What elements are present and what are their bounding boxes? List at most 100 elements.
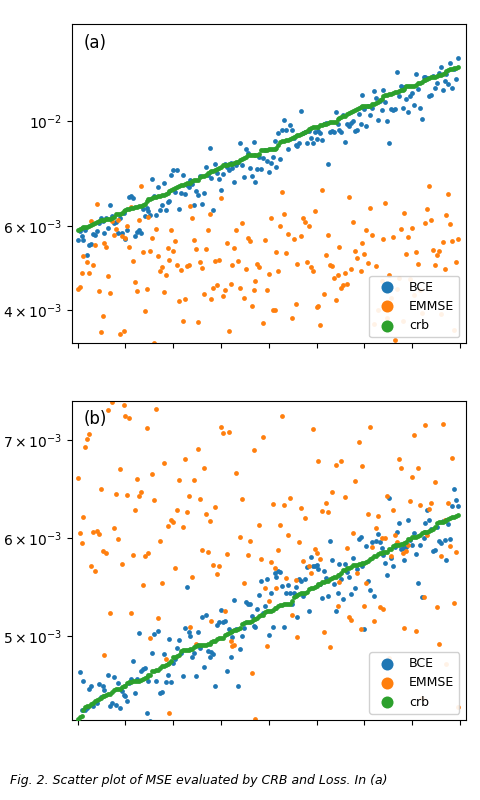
BCE xyxy=(387,102,395,115)
EMMSE xyxy=(336,576,343,589)
EMMSE xyxy=(187,621,194,634)
EMMSE xyxy=(273,245,280,258)
EMMSE xyxy=(123,489,131,502)
crb xyxy=(114,208,122,221)
BCE xyxy=(431,82,439,94)
BCE xyxy=(82,703,89,716)
crb xyxy=(280,134,288,147)
EMMSE xyxy=(359,460,366,473)
crb xyxy=(217,161,225,174)
EMMSE xyxy=(399,314,407,327)
crb xyxy=(359,557,366,570)
EMMSE xyxy=(210,282,217,295)
crb xyxy=(320,575,328,588)
crb xyxy=(196,639,204,652)
BCE xyxy=(397,543,405,556)
crb xyxy=(412,79,420,92)
BCE xyxy=(216,615,223,628)
BCE xyxy=(263,154,271,167)
EMMSE xyxy=(171,234,179,247)
crb xyxy=(271,142,278,155)
EMMSE xyxy=(112,223,120,236)
crb xyxy=(192,174,200,186)
BCE xyxy=(200,661,208,674)
BCE xyxy=(405,514,412,526)
crb xyxy=(374,548,382,561)
EMMSE xyxy=(263,283,271,296)
BCE xyxy=(80,233,87,246)
crb xyxy=(330,116,337,129)
BCE xyxy=(196,642,204,654)
EMMSE xyxy=(420,345,427,358)
crb xyxy=(76,710,84,723)
crb xyxy=(261,606,269,618)
crb xyxy=(341,110,349,122)
BCE xyxy=(162,676,169,689)
crb xyxy=(189,174,196,187)
BCE xyxy=(298,575,305,588)
BCE xyxy=(429,545,437,558)
BCE xyxy=(412,67,420,80)
EMMSE xyxy=(80,510,87,523)
EMMSE xyxy=(148,468,156,481)
EMMSE xyxy=(253,258,261,270)
crb xyxy=(179,178,187,191)
BCE xyxy=(370,85,378,98)
EMMSE xyxy=(444,496,452,509)
EMMSE xyxy=(97,325,105,338)
BCE xyxy=(360,102,368,115)
EMMSE xyxy=(143,282,150,295)
BCE xyxy=(150,628,158,641)
crb xyxy=(255,148,263,161)
crb xyxy=(349,559,357,572)
BCE xyxy=(240,171,248,184)
crb xyxy=(276,599,284,612)
EMMSE xyxy=(307,261,315,274)
EMMSE xyxy=(385,268,393,281)
BCE xyxy=(212,680,219,693)
BCE xyxy=(194,626,202,638)
crb xyxy=(99,690,107,702)
crb xyxy=(330,570,337,583)
BCE xyxy=(288,123,296,136)
crb xyxy=(121,680,129,693)
crb xyxy=(135,199,143,212)
crb xyxy=(410,530,418,543)
crb xyxy=(276,135,284,148)
EMMSE xyxy=(202,508,210,521)
BCE xyxy=(74,234,82,246)
crb xyxy=(177,178,185,191)
BCE xyxy=(146,208,154,221)
EMMSE xyxy=(385,651,393,664)
crb xyxy=(353,558,360,571)
BCE xyxy=(225,163,232,176)
EMMSE xyxy=(259,431,267,444)
EMMSE xyxy=(412,246,420,259)
crb xyxy=(246,149,253,162)
crb xyxy=(288,131,296,144)
EMMSE xyxy=(420,591,427,604)
BCE xyxy=(208,646,216,658)
BCE xyxy=(223,161,230,174)
EMMSE xyxy=(133,473,141,486)
BCE xyxy=(135,626,143,639)
EMMSE xyxy=(250,283,257,296)
EMMSE xyxy=(435,245,443,258)
crb xyxy=(318,576,326,589)
crb xyxy=(336,112,343,125)
EMMSE xyxy=(366,202,374,214)
EMMSE xyxy=(403,545,410,558)
BCE xyxy=(99,214,107,227)
crb xyxy=(196,170,204,183)
EMMSE xyxy=(228,258,236,271)
EMMSE xyxy=(240,292,248,305)
crb xyxy=(282,598,290,610)
crb xyxy=(448,62,456,75)
EMMSE xyxy=(330,384,337,397)
crb xyxy=(313,580,321,593)
BCE xyxy=(284,142,292,155)
crb xyxy=(252,148,259,161)
BCE xyxy=(175,634,183,646)
EMMSE xyxy=(355,436,362,449)
EMMSE xyxy=(105,270,112,282)
